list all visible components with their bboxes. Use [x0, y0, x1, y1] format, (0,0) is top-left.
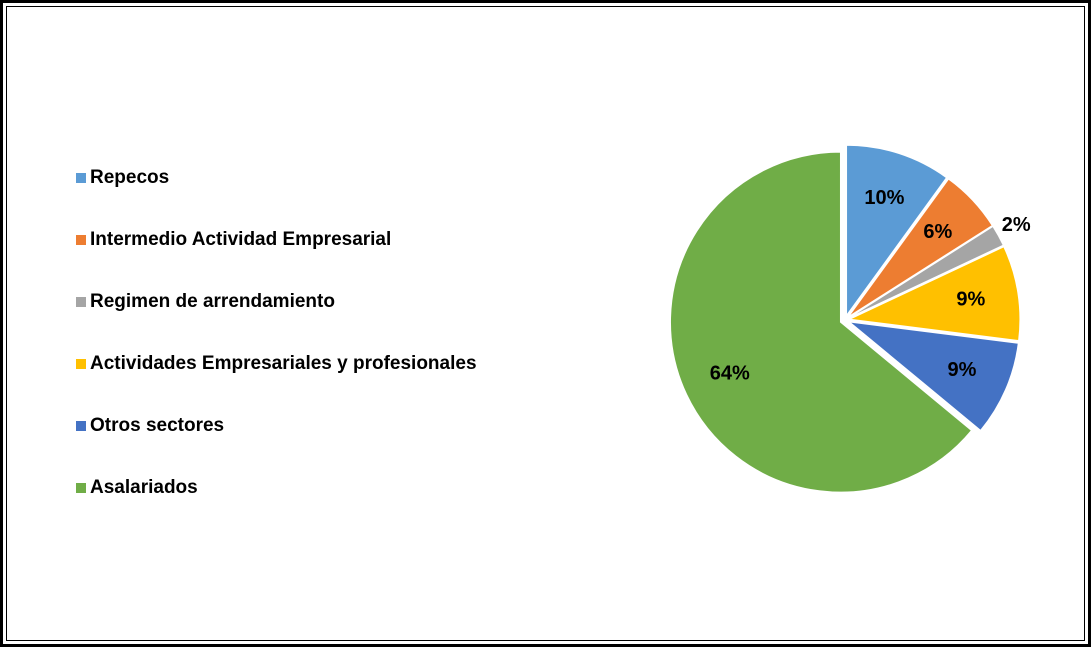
legend-swatch	[76, 235, 86, 245]
legend-swatch	[76, 297, 86, 307]
data-label: 64%	[710, 363, 750, 385]
pie-slice	[849, 225, 1004, 319]
legend-swatch	[76, 421, 86, 431]
data-label: 9%	[956, 288, 985, 310]
inner-frame	[6, 6, 1085, 641]
pie-slice	[846, 144, 948, 317]
data-label: 9%	[947, 359, 976, 381]
pie-slice	[848, 246, 1021, 342]
legend-swatch	[76, 483, 86, 493]
legend-swatch	[76, 173, 86, 183]
data-label: 10%	[864, 187, 904, 209]
pie-slice	[670, 151, 973, 493]
pie-slice	[848, 178, 993, 317]
data-label: 6%	[923, 221, 952, 243]
legend-label: Repecos	[90, 167, 169, 188]
pie-slice	[847, 321, 1019, 432]
legend-label: Regimen de arrendamiento	[90, 291, 335, 312]
legend-label: Asalariados	[90, 477, 198, 498]
legend-swatch	[76, 359, 86, 369]
legend-label: Intermedio Actividad Empresarial	[90, 229, 391, 250]
data-label: 2%	[1002, 214, 1031, 236]
legend-label: Otros sectores	[90, 415, 224, 436]
legend-label: Actividades Empresariales y profesionale…	[90, 353, 477, 374]
